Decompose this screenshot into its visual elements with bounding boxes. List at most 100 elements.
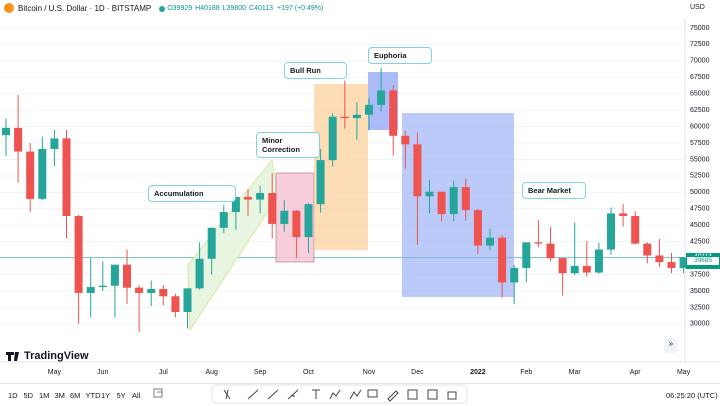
currency[interactable]: USD <box>690 4 705 11</box>
x-tick-label: Feb <box>520 369 532 376</box>
candle-body <box>679 257 688 268</box>
candle-body <box>667 262 676 268</box>
candle-body <box>171 296 180 313</box>
candle-body <box>607 213 615 250</box>
y-tick-label: 65000 <box>690 91 710 98</box>
candle-body <box>123 264 131 288</box>
candle-body <box>110 264 119 286</box>
candles: May Jun Jul Aug Sep Oct Nov Dec 2022 Feb Mar Apr May <box>2 67 691 376</box>
range-button[interactable]: 1M <box>39 391 50 400</box>
candle-body <box>510 267 519 283</box>
range-button[interactable]: 1D <box>8 391 18 400</box>
range-button[interactable]: 5D <box>23 391 34 400</box>
candle-body <box>316 160 325 205</box>
candle-body <box>352 114 361 119</box>
candle-body <box>413 144 422 197</box>
candle-body <box>219 212 228 228</box>
x-tick-label: Dec <box>411 369 424 376</box>
candle-body <box>461 187 470 211</box>
ohlc-value: H40188 <box>195 4 220 12</box>
y-tick-label: 72500 <box>690 41 710 48</box>
candle-body <box>231 196 240 213</box>
candle-body <box>256 193 265 200</box>
candle-body <box>26 151 35 199</box>
candle-body <box>340 116 349 119</box>
candle-body <box>86 287 95 293</box>
candle-body <box>328 116 337 161</box>
candle-body <box>582 265 591 273</box>
y-tick-label: 62500 <box>690 107 710 114</box>
y-tick-label: 57500 <box>690 140 710 147</box>
bottom-toolbar: 1D 5D 1M 3M 6M YTD 1Y 5Y All 06:25:20 (UTC) <box>0 383 720 406</box>
candle-body <box>570 265 579 274</box>
y-tick-label: 30000 <box>690 321 710 328</box>
candle-body <box>655 255 664 263</box>
x-tick-label: May <box>48 369 62 376</box>
x-tick-label: Nov <box>363 369 376 376</box>
candle-body <box>473 210 482 246</box>
logo: TradingView <box>24 350 89 362</box>
annotation: Accumulation <box>148 185 236 202</box>
candle-body <box>183 288 192 313</box>
range-button[interactable]: All <box>132 391 141 400</box>
candle-body <box>401 135 410 145</box>
candle-body <box>631 216 640 244</box>
x-tick-label: Apr <box>630 369 642 376</box>
candle-body <box>365 104 373 115</box>
candle-body <box>159 289 168 297</box>
y-tick-label: 37500 <box>690 271 710 278</box>
candle-body <box>50 138 59 149</box>
x-tick-label: Mar <box>569 369 582 376</box>
market-status <box>159 6 165 12</box>
x-tick-label: Aug <box>205 369 218 376</box>
y-tick-label: 60000 <box>690 123 710 130</box>
candle-body <box>244 196 252 200</box>
x-tick-label: 2022 <box>470 369 486 376</box>
candle-body <box>594 249 603 273</box>
x-tick-label: Jul <box>159 369 168 376</box>
annotation: Bear Market <box>522 182 586 199</box>
candle-body <box>389 90 398 136</box>
y-tick-label: 47500 <box>690 206 710 213</box>
candle-body <box>74 216 83 293</box>
x-tick-label: Oct <box>303 369 314 376</box>
candle-body <box>546 243 555 259</box>
y-tick-label: 50000 <box>690 189 710 196</box>
change: +197 (+0.49%) <box>277 4 324 12</box>
ohlc-value: C40113 <box>249 4 274 12</box>
range-button[interactable]: 5Y <box>116 391 126 400</box>
candle-body <box>558 258 567 274</box>
y-tick-label: 45000 <box>690 222 710 229</box>
symbol-title[interactable]: Bitcoin / U.S. Dollar · 1D · BITSTAMP <box>18 3 152 13</box>
range-button[interactable]: 1Y <box>101 391 111 400</box>
y-tick-label: 75000 <box>690 25 710 32</box>
candle-body <box>14 127 23 152</box>
candle-body <box>437 191 446 215</box>
candle-body <box>377 90 386 105</box>
y-tick-label: 52500 <box>690 173 710 180</box>
clock[interactable]: 06:25:20 (UTC) <box>666 391 718 400</box>
x-tick-label: Sep <box>254 369 267 376</box>
drawing-toolbar <box>211 384 468 404</box>
candle-body <box>280 210 289 224</box>
candle-body <box>425 191 434 197</box>
candle-body <box>486 237 494 246</box>
annotation: Minor Correction <box>256 132 320 158</box>
range-button[interactable]: 6M <box>70 391 81 400</box>
range-button[interactable]: YTD <box>85 391 101 400</box>
y-tick-label: 55000 <box>690 156 710 163</box>
x-tick-label: May <box>677 369 691 376</box>
range-button[interactable]: 3M <box>54 391 65 400</box>
candle-body <box>534 242 543 244</box>
chart-settings[interactable] <box>153 388 163 398</box>
y-tick-label: 42500 <box>690 239 710 246</box>
candle-body <box>304 204 313 238</box>
candle-body <box>643 243 652 256</box>
symbol-bar: Bitcoin / U.S. Dollar · 1D · BITSTAMP O3… <box>4 3 323 13</box>
annotation: Euphoria <box>368 47 432 64</box>
scroll-right[interactable]: » <box>664 339 678 353</box>
candle-body <box>147 289 156 293</box>
candle-body <box>2 127 10 136</box>
